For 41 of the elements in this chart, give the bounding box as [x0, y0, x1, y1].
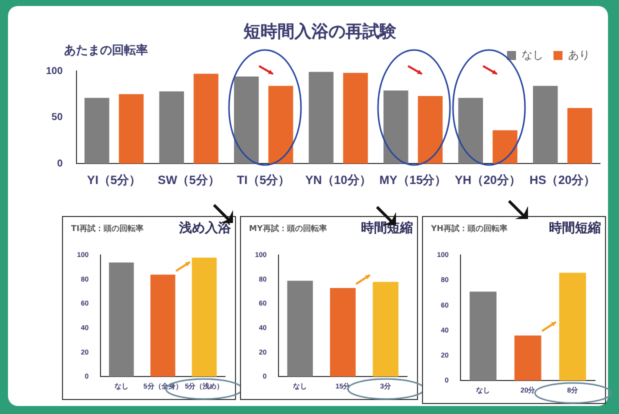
y-tick-label: 100 — [46, 66, 64, 77]
chart-title: 短時間入浴の再試験 — [242, 21, 398, 43]
bar — [492, 130, 518, 164]
bar — [287, 280, 313, 377]
bar — [514, 335, 542, 381]
bar — [150, 274, 176, 377]
bar — [343, 72, 368, 164]
text: 時間短縮 — [549, 220, 601, 237]
bar — [383, 90, 408, 164]
bar — [159, 91, 184, 164]
x-tick-label: YN（10分） — [305, 173, 372, 188]
bar — [330, 288, 356, 377]
bar — [84, 98, 110, 164]
y-tick-label: 0 — [57, 158, 64, 170]
bar — [234, 76, 259, 164]
x-tick-label: MY（15分） — [379, 173, 447, 188]
bar — [118, 94, 144, 164]
bar — [372, 282, 398, 377]
y-tick-label: 50 — [52, 112, 64, 124]
chart-subtitle: あたまの回転率 — [64, 42, 148, 59]
x-tick-label: YI（5分） — [87, 173, 142, 188]
x-tick-label: YH（20分） — [454, 173, 521, 188]
bar — [567, 108, 592, 164]
bar — [194, 74, 218, 164]
bar — [470, 292, 496, 381]
bar — [559, 272, 586, 381]
x-tick-label: SW（5分） — [158, 173, 220, 188]
chart-title: TI再試：頭の回転率 — [71, 223, 144, 234]
bar — [458, 98, 483, 164]
chart-title: YH再試：頭の回転率 — [431, 223, 508, 234]
bar — [192, 258, 217, 377]
bar — [532, 86, 558, 164]
legend-label: なし — [522, 50, 544, 62]
x-tick-label: HS（20分） — [530, 173, 596, 188]
bar — [308, 72, 334, 164]
x-tick-label: TI（5分） — [236, 173, 290, 188]
bar — [108, 262, 134, 377]
bar — [268, 86, 294, 164]
legend-label: あり — [568, 50, 590, 62]
bar — [418, 96, 443, 164]
chart-title: MY再試：頭の回転率 — [249, 223, 327, 234]
